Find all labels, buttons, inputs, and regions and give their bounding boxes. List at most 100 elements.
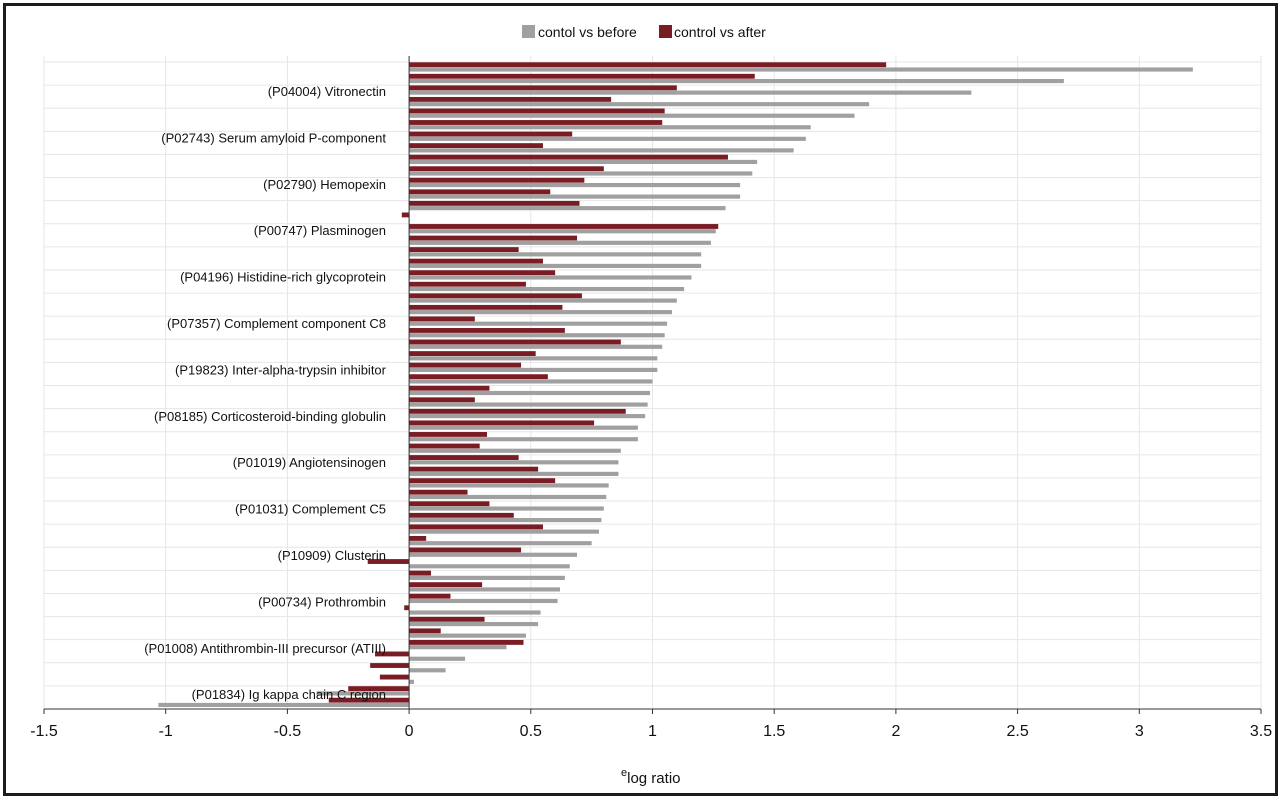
legend-label-after: control vs after bbox=[674, 24, 766, 40]
bar-contol-vs-before bbox=[409, 194, 741, 199]
bar-control-vs-after bbox=[409, 293, 582, 299]
bar-control-vs-after bbox=[367, 559, 410, 564]
bar-control-vs-after bbox=[409, 385, 490, 391]
bar-control-vs-after bbox=[409, 582, 483, 588]
bar-control-vs-after bbox=[409, 73, 755, 79]
bar-control-vs-after bbox=[409, 96, 612, 102]
category-label-layer: (P04004) Vitronectin (P02743) Serum amylo… bbox=[144, 84, 386, 702]
bar-control-vs-after bbox=[409, 200, 580, 206]
bar-control-vs-after bbox=[409, 547, 522, 553]
bar-control-vs-after bbox=[409, 501, 490, 507]
category-label: (P01834) Ig kappa chain C region bbox=[192, 687, 386, 702]
bar-contol-vs-before bbox=[409, 506, 604, 511]
bar-contol-vs-before bbox=[409, 113, 855, 118]
bar-control-vs-after bbox=[409, 489, 468, 495]
bar-contol-vs-before bbox=[409, 622, 539, 627]
bar-control-vs-after bbox=[409, 154, 728, 160]
bar-control-vs-after bbox=[409, 189, 551, 195]
bar-contol-vs-before bbox=[409, 78, 1064, 84]
bar-control-vs-after bbox=[370, 663, 410, 668]
category-label: (P07357) Complement component C8 bbox=[167, 316, 386, 331]
bar-control-vs-after bbox=[409, 131, 573, 137]
category-label: (P19823) Inter-alpha-trypsin inhibitor bbox=[175, 362, 387, 377]
bar-contol-vs-before bbox=[409, 379, 653, 384]
bar-control-vs-after bbox=[401, 212, 410, 218]
bar-contol-vs-before bbox=[409, 125, 811, 130]
bar-contol-vs-before bbox=[409, 67, 1193, 72]
bar-contol-vs-before bbox=[409, 494, 607, 500]
category-label: (P02790) Hemopexin bbox=[263, 177, 386, 192]
bar-control-vs-after bbox=[409, 108, 665, 114]
bar-control-vs-after bbox=[409, 224, 719, 229]
bar-layer bbox=[158, 62, 1193, 708]
x-tick-label: 1 bbox=[648, 723, 657, 740]
category-label: (P00734) Prothrombin bbox=[258, 594, 386, 609]
bar-control-vs-after bbox=[409, 374, 548, 380]
chart-frame: -1.5 -1 -0.5 0 0.5 1 1.5 2 2.5 3 3.5 (P04004) Vitr… bbox=[3, 3, 1278, 796]
bar-control-vs-after bbox=[409, 408, 626, 414]
category-label: (P00747) Plasminogen bbox=[254, 223, 386, 238]
category-label: (P02743) Serum amyloid P-component bbox=[161, 130, 386, 145]
bar-control-vs-after bbox=[409, 443, 480, 449]
bar-contol-vs-before bbox=[409, 448, 621, 453]
bar-control-vs-after bbox=[409, 628, 441, 634]
x-tick-label: 3 bbox=[1135, 723, 1144, 740]
bar-control-vs-after bbox=[379, 674, 410, 680]
bar-contol-vs-before bbox=[409, 437, 638, 442]
category-label: (P04196) Histidine-rich glycoprotein bbox=[180, 270, 386, 285]
x-axis-title-superscript: e bbox=[621, 767, 627, 779]
legend-label-before: contol vs before bbox=[538, 24, 637, 40]
x-axis-title: elog ratio bbox=[621, 767, 681, 787]
bar-contol-vs-before bbox=[409, 333, 665, 338]
bar-control-vs-after bbox=[409, 85, 677, 91]
bar-contol-vs-before bbox=[409, 587, 561, 592]
bar-contol-vs-before bbox=[409, 414, 646, 419]
bar-control-vs-after bbox=[409, 281, 526, 287]
bar-contol-vs-before bbox=[409, 240, 711, 245]
bar-contol-vs-before bbox=[409, 575, 565, 580]
bar-contol-vs-before bbox=[409, 252, 702, 257]
category-label: (P01019) Angiotensinogen bbox=[233, 455, 386, 470]
bar-control-vs-after bbox=[409, 258, 543, 264]
bar-contol-vs-before bbox=[409, 310, 672, 315]
bar-contol-vs-before bbox=[409, 529, 599, 534]
bar-contol-vs-before bbox=[409, 171, 753, 176]
bar-control-vs-after bbox=[328, 697, 410, 703]
bar-control-vs-after bbox=[409, 535, 427, 541]
bar-contol-vs-before bbox=[409, 633, 526, 638]
bar-control-vs-after bbox=[409, 478, 556, 484]
x-axis-title-text: log ratio bbox=[627, 770, 680, 787]
bar-contol-vs-before bbox=[409, 390, 651, 396]
bar-contol-vs-before bbox=[409, 668, 446, 673]
bar-control-vs-after bbox=[409, 593, 451, 599]
bar-contol-vs-before bbox=[409, 136, 806, 141]
x-tick-label: 2 bbox=[891, 723, 900, 740]
bar-control-vs-after bbox=[409, 339, 621, 345]
bar-contol-vs-before bbox=[409, 402, 648, 407]
bar-control-vs-after bbox=[409, 304, 563, 310]
bar-contol-vs-before bbox=[409, 356, 658, 361]
bar-control-vs-after bbox=[409, 166, 604, 172]
bar-contol-vs-before bbox=[409, 206, 726, 211]
bar-control-vs-after bbox=[409, 316, 475, 322]
x-tick-label: 2.5 bbox=[1006, 723, 1028, 740]
category-label: (P01008) Antithrombin-III precursor (ATI… bbox=[144, 641, 386, 656]
bar-contol-vs-before bbox=[409, 518, 602, 523]
category-label: (P08185) Corticosteroid-binding globulin bbox=[154, 409, 386, 424]
bar-control-vs-after bbox=[409, 397, 475, 403]
bar-control-vs-after bbox=[409, 512, 514, 518]
bar-contol-vs-before bbox=[409, 483, 609, 488]
bar-contol-vs-before bbox=[409, 159, 758, 165]
x-tick-label: -1 bbox=[159, 723, 173, 740]
bar-control-vs-after bbox=[409, 62, 887, 68]
bar-contol-vs-before bbox=[409, 541, 592, 546]
bar-contol-vs-before bbox=[409, 367, 658, 372]
bar-control-vs-after bbox=[409, 235, 578, 241]
bar-contol-vs-before bbox=[409, 286, 685, 292]
legend-swatch-before bbox=[522, 25, 535, 38]
bar-contol-vs-before bbox=[409, 610, 541, 615]
bar-control-vs-after bbox=[409, 432, 487, 437]
axis-layer: -1.5 -1 -0.5 0 0.5 1 1.5 2 2.5 3 3.5 bbox=[30, 56, 1272, 740]
category-label: (P10909) Clusterin bbox=[278, 548, 386, 563]
bar-contol-vs-before bbox=[409, 229, 716, 234]
